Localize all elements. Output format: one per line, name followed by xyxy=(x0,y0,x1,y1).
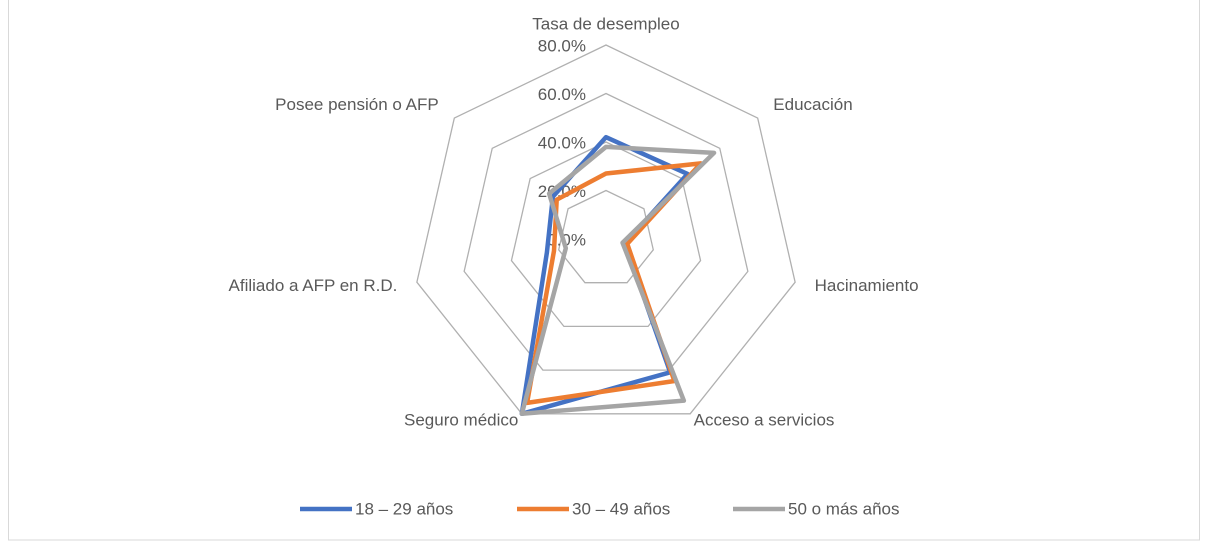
legend-label: 50 o más años xyxy=(788,499,900,518)
category-label: Posee pensión o AFP xyxy=(275,95,439,114)
category-label: Educación xyxy=(773,95,852,114)
grid-ring xyxy=(463,92,749,371)
grid-ring xyxy=(558,189,654,284)
legend-label: 18 – 29 años xyxy=(355,499,453,518)
category-label: Tasa de desempleo xyxy=(532,14,679,33)
category-label: Seguro médico xyxy=(404,410,518,429)
r-tick-label: 60.0% xyxy=(538,85,586,104)
r-tick-label: 80.0% xyxy=(538,36,586,55)
grid-ring xyxy=(510,141,702,328)
series-line xyxy=(519,144,717,417)
grid-ring xyxy=(416,44,796,415)
category-label: Afiliado a AFP en R.D. xyxy=(229,276,398,295)
series-line xyxy=(519,134,690,417)
chart-frame xyxy=(8,0,1200,541)
category-label: Acceso a servicios xyxy=(694,410,835,429)
r-tick-label: 40.0% xyxy=(538,133,586,152)
legend-label: 30 – 49 años xyxy=(572,499,670,518)
category-label: Hacinamiento xyxy=(815,276,919,295)
